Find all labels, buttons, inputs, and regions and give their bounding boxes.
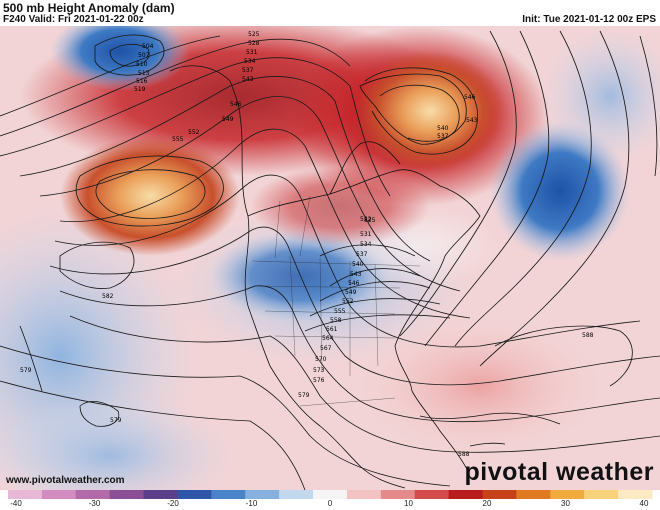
colorbar-swatch	[414, 490, 450, 499]
contour-label: 534	[360, 241, 372, 248]
website-label: www.pivotalweather.com	[6, 475, 125, 486]
contour-label: 570	[315, 356, 327, 363]
contour-label: 525	[248, 31, 260, 38]
colorbar-swatch	[516, 490, 551, 499]
contour-label: 537	[437, 133, 449, 140]
colorbar-swatches	[8, 490, 653, 499]
colorbar-swatch	[380, 490, 416, 499]
contour-label: 546	[348, 280, 360, 287]
colorbar-tick-label: 10	[404, 499, 413, 508]
contour-label: 543	[350, 271, 362, 278]
contour-label: 582	[102, 293, 114, 300]
contour-label: 573	[313, 367, 325, 374]
contour-label: 513	[138, 70, 150, 77]
contour-label: 567	[320, 345, 332, 352]
colorbar-swatch	[143, 490, 178, 499]
subtropical-ridge	[340, 306, 620, 466]
colorbar-swatch	[211, 490, 246, 499]
valid-time: F240 Valid: Fri 2021-01-22 00z	[3, 14, 144, 25]
contour-label: 558	[330, 317, 342, 324]
colorbar-tick-label: 0	[327, 499, 333, 508]
height-contours	[0, 30, 660, 490]
contour-label: 540	[437, 125, 449, 132]
colorbar-swatch	[75, 490, 111, 499]
contour-label: 579	[110, 417, 122, 424]
contour-label: 579	[298, 392, 310, 399]
anomaly-map: 504 507 510 513 516 519 525 528 531 534 …	[0, 26, 660, 490]
contour-label: 588	[458, 451, 470, 458]
colorbar-swatch	[550, 490, 585, 499]
colorbar-swatch	[109, 490, 145, 499]
contour-label: 537	[356, 251, 368, 258]
colorbar-swatch	[313, 490, 348, 499]
contour-label: 543	[242, 76, 254, 83]
colorbar-swatch	[584, 490, 619, 499]
contour-label: 555	[334, 308, 346, 315]
contour-label: 531	[360, 231, 372, 238]
contour-label: 546	[464, 94, 476, 101]
colorbar-tick-label: 30	[561, 499, 570, 508]
contour-label: 555	[172, 136, 184, 143]
colorbar-swatch	[245, 490, 280, 499]
colorbar-swatch	[8, 490, 43, 499]
colorbar-tick-label: 40	[639, 499, 649, 508]
contour-label: 504	[142, 43, 154, 50]
colorbar-tick-label: -30	[88, 499, 101, 508]
contour-label: 534	[244, 58, 256, 65]
map-title: 500 mb Height Anomaly (dam)	[3, 1, 175, 15]
brand-watermark: pivotal weather	[464, 458, 654, 486]
contour-label: 579	[20, 367, 32, 374]
colorbar-tick-label: -10	[245, 499, 258, 508]
contour-label: 531	[246, 49, 258, 56]
colorbar-swatch	[279, 490, 314, 499]
contour-label: 588	[582, 332, 594, 339]
coastlines	[19, 65, 561, 489]
colorbar: -40 -30 -20 -10 0 10 20 30 40	[0, 490, 660, 510]
colorbar-swatch	[482, 490, 517, 499]
contour-label: 537	[242, 67, 254, 74]
contour-label: 549	[222, 116, 234, 123]
contour-label: 546	[230, 101, 242, 108]
contour-label: 561	[326, 326, 338, 333]
colorbar-tick-label: 20	[482, 499, 492, 508]
contour-label: 528	[248, 40, 260, 47]
contour-label: 519	[134, 86, 146, 93]
contour-label: 507	[138, 52, 150, 59]
contour-label: 564	[322, 335, 334, 342]
pacific-ridge-core	[60, 136, 240, 256]
contour-labels: 504 507 510 513 516 519 525 528 531 534 …	[20, 31, 594, 458]
contour-label: 552	[342, 298, 354, 305]
colorbar-swatch	[618, 490, 653, 499]
init-time: Init: Tue 2021-01-12 00z EPS	[522, 14, 656, 25]
bering-trough	[50, 26, 190, 91]
contour-label: 525	[364, 217, 376, 224]
contour-label: 522	[360, 216, 372, 223]
colorbar-swatch	[41, 490, 77, 499]
contour-label: 552	[188, 129, 200, 136]
colorbar-swatch	[448, 490, 484, 499]
map-header: 500 mb Height Anomaly (dam) F240 Valid: …	[0, 0, 660, 26]
contour-label: 543	[466, 117, 478, 124]
contour-label: 516	[136, 78, 148, 85]
colorbar-swatch	[177, 490, 212, 499]
colorbar-swatch	[346, 490, 382, 499]
map-canvas: 504 507 510 513 516 519 525 528 531 534 …	[0, 26, 660, 490]
contour-label: 540	[352, 261, 364, 268]
contour-label: 549	[345, 289, 357, 296]
contour-label: 576	[313, 377, 325, 384]
colorbar-tick-label: -40	[10, 499, 22, 508]
contour-label: 510	[136, 61, 148, 68]
colorbar-tick-label: -20	[167, 499, 179, 508]
